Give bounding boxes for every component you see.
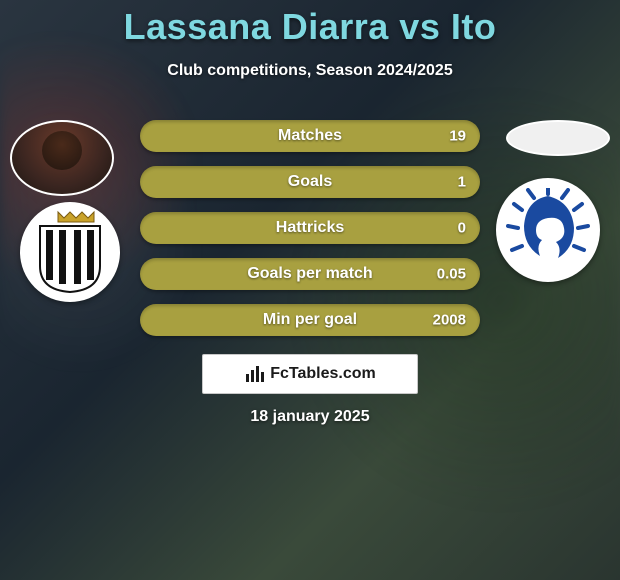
stat-row: Goals 1 bbox=[140, 166, 480, 198]
date-text: 18 january 2025 bbox=[0, 408, 620, 426]
brand-box: FcTables.com bbox=[202, 354, 418, 394]
stat-label: Hattricks bbox=[276, 219, 344, 237]
stat-row: Goals per match 0.05 bbox=[140, 258, 480, 290]
player-right-avatar bbox=[506, 120, 610, 156]
stat-label: Goals per match bbox=[247, 265, 372, 283]
club-left-badge bbox=[20, 202, 120, 302]
player-left-avatar bbox=[10, 120, 114, 196]
gent-indian-icon bbox=[506, 188, 590, 272]
stat-row: Min per goal 2008 bbox=[140, 304, 480, 336]
stat-label: Matches bbox=[278, 127, 342, 145]
stat-right-value: 0.05 bbox=[437, 266, 466, 283]
club-right-badge bbox=[496, 178, 600, 282]
stat-right-value: 19 bbox=[449, 128, 466, 145]
stat-right-value: 2008 bbox=[433, 312, 466, 329]
stats-bars: Matches 19 Goals 1 Hattricks 0 Goals per… bbox=[140, 120, 480, 350]
stat-right-value: 1 bbox=[458, 174, 466, 191]
brand-text: FcTables.com bbox=[270, 365, 376, 383]
stat-row: Matches 19 bbox=[140, 120, 480, 152]
charleroi-crest-icon bbox=[35, 210, 105, 294]
bar-chart-icon bbox=[244, 364, 266, 384]
stat-label: Min per goal bbox=[263, 311, 357, 329]
subtitle: Club competitions, Season 2024/2025 bbox=[0, 62, 620, 80]
stat-label: Goals bbox=[288, 173, 332, 191]
page-title: Lassana Diarra vs Ito bbox=[0, 6, 620, 48]
stat-right-value: 0 bbox=[458, 220, 466, 237]
stat-row: Hattricks 0 bbox=[140, 212, 480, 244]
